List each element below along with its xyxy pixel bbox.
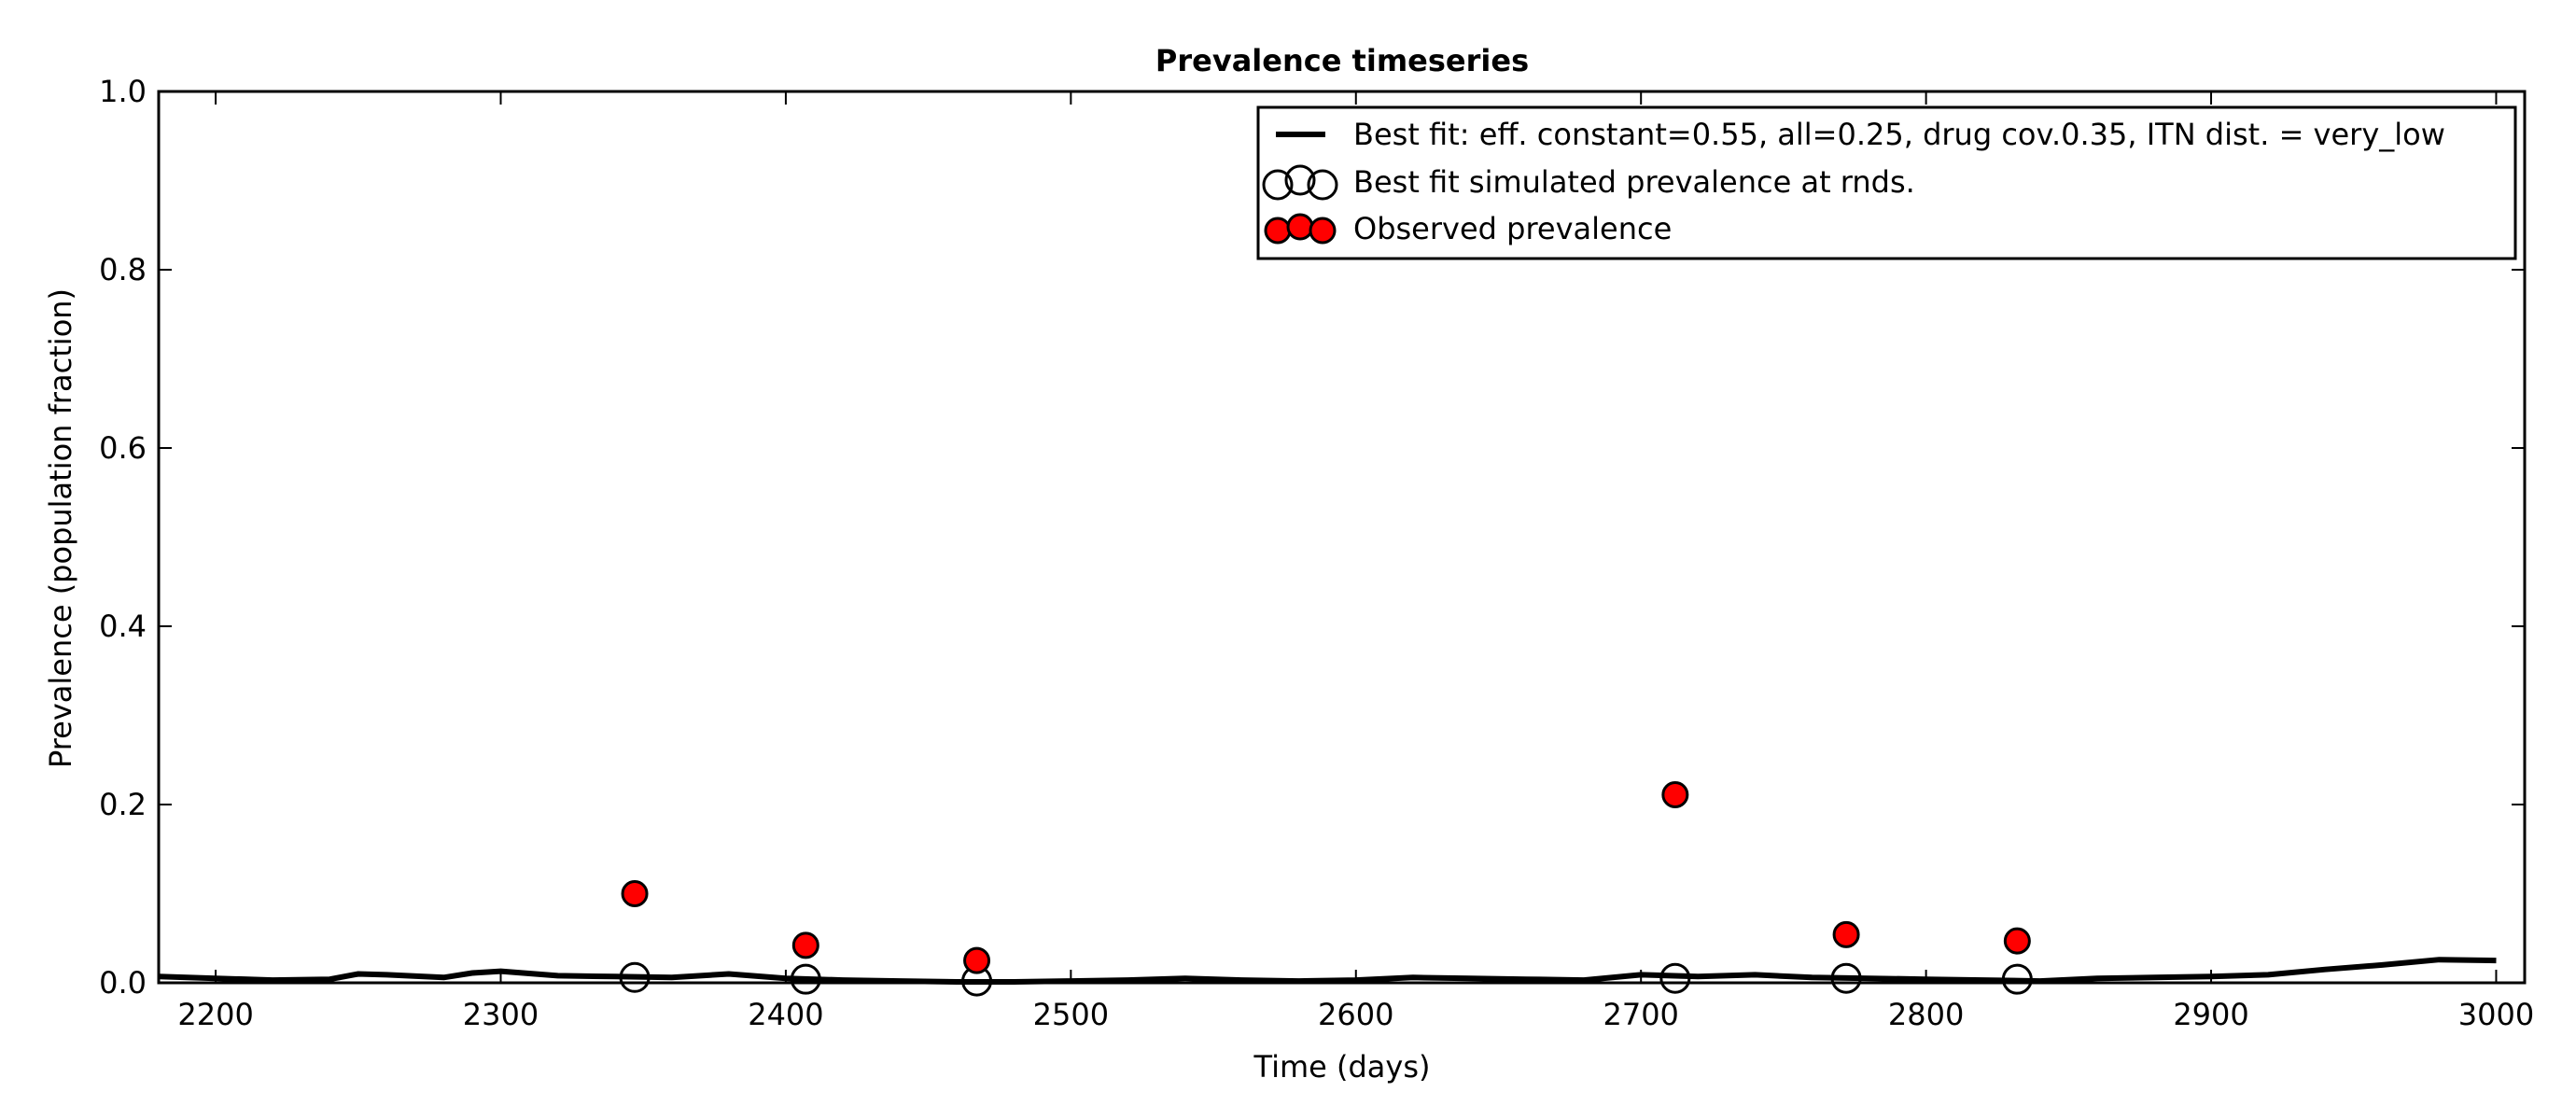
y-tick-label: 0.8 (99, 252, 147, 287)
x-tick-label: 2600 (1318, 997, 1393, 1032)
legend-label-simulated: Best fit simulated prevalence at rnds. (1353, 164, 1915, 200)
legend-label-best-fit: Best fit: eff. constant=0.55, all=0.25, … (1353, 117, 2445, 152)
observed-point (621, 880, 649, 907)
observed-point (963, 946, 991, 974)
best-fit-line (158, 957, 2497, 985)
x-tick-label: 2800 (1888, 997, 1964, 1032)
chart-title: Prevalence timeseries (1155, 43, 1529, 78)
x-tick-label: 2700 (1603, 997, 1678, 1032)
legend-box (1256, 105, 2517, 260)
x-tick-label: 2200 (177, 997, 253, 1032)
observed-point (2003, 927, 2031, 955)
simulated-point (1659, 962, 1691, 994)
y-axis-label: Prevalence (population fraction) (43, 288, 78, 768)
observed-point (1661, 780, 1689, 808)
legend-open-circle-swatch (1262, 164, 1338, 201)
x-axis-label: Time (days) (1253, 1049, 1431, 1085)
legend-label-observed: Observed prevalence (1353, 211, 1672, 246)
x-tick-label: 2900 (2173, 997, 2248, 1032)
y-tick-label: 0.4 (99, 609, 147, 644)
x-tick-label: 2300 (463, 997, 539, 1032)
y-tick-label: 0.0 (99, 965, 147, 1001)
plot-frame (157, 90, 2527, 985)
y-tick-label: 0.6 (99, 430, 147, 466)
simulated-point (1830, 962, 1862, 994)
plot-area (158, 780, 2497, 997)
simulated-point (2001, 963, 2033, 995)
x-tick-label: 3000 (2458, 997, 2534, 1032)
legend: Best fit: eff. constant=0.55, all=0.25, … (1256, 105, 2517, 260)
simulated-point (790, 963, 821, 995)
y-tick-label: 0.2 (99, 787, 147, 822)
observed-point (1832, 920, 1860, 948)
legend-filled-circle-swatch (1264, 213, 1337, 245)
axis-ticks: 2200 2300 2400 2500 2600 2700 2800 2900 3000 0.0 0… (99, 74, 2534, 1032)
x-tick-label: 2500 (1033, 997, 1109, 1032)
simulated-point (619, 961, 651, 993)
x-tick-label: 2400 (748, 997, 823, 1032)
y-tick-label: 1.0 (99, 74, 147, 109)
observed-point (791, 931, 819, 959)
